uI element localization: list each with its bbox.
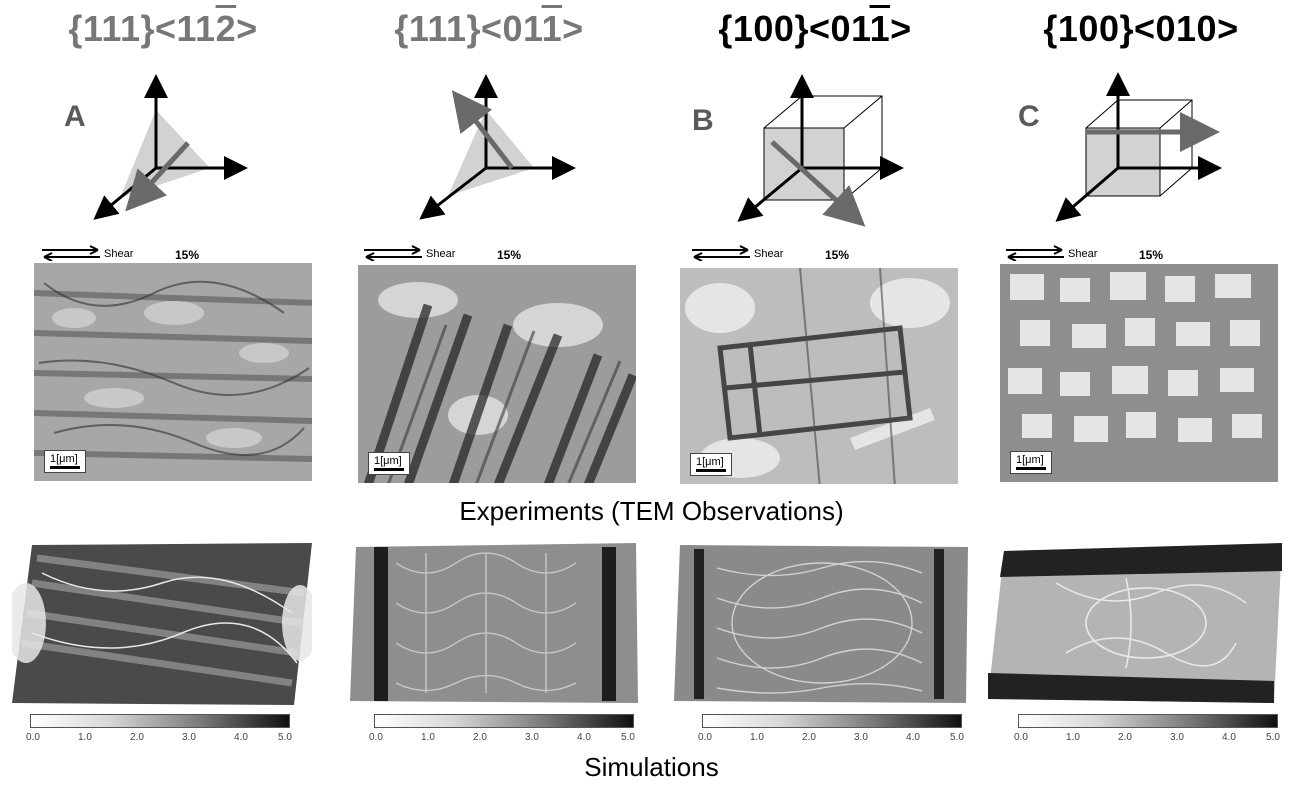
shear-arrows-icon: [42, 245, 100, 261]
panel-label: C: [1018, 100, 1040, 133]
scale-bar: 1[μm]: [1010, 451, 1052, 474]
colorbar: [374, 714, 634, 728]
shear-label: Shear: [1068, 248, 1098, 260]
simulation-map: [674, 545, 968, 703]
tick-label: 3.0: [525, 732, 539, 743]
tick-label: 0.0: [26, 732, 40, 743]
tem-texture: [34, 263, 312, 481]
orientation-title: {100}<011>: [718, 8, 912, 49]
tick-label: 0.0: [1014, 732, 1028, 743]
crystal-cube-diagram: [1055, 72, 1222, 222]
scale-bar: 1[μm]: [368, 452, 410, 475]
tick-label: 1.0: [1066, 732, 1080, 743]
simulations-caption: Simulations: [584, 752, 719, 782]
tem-micrograph: 1[μm]: [358, 265, 636, 483]
panel-label: B: [692, 104, 714, 137]
strain-label: 15%: [497, 248, 522, 262]
shear-indicator: Shear 15%: [362, 245, 562, 265]
tick-label: 5.0: [1266, 732, 1280, 743]
shear-arrows-icon: [692, 245, 750, 261]
tem-texture: [358, 265, 636, 483]
tick-label: 4.0: [234, 732, 248, 743]
tem-texture: [1000, 264, 1278, 482]
tick-label: 2.0: [1118, 732, 1132, 743]
shear-label: Shear: [104, 248, 134, 260]
shear-indicator: Shear 15%: [40, 245, 240, 265]
tick-label: 5.0: [278, 732, 292, 743]
shear-label: Shear: [754, 248, 784, 260]
tick-label: 3.0: [182, 732, 196, 743]
tick-label: 1.0: [78, 732, 92, 743]
shear-arrows-icon: [364, 245, 422, 261]
tick-label: 5.0: [950, 732, 964, 743]
orientation-title: {100}<010>: [1043, 8, 1239, 49]
colorbar: [1018, 714, 1278, 728]
tem-texture: [680, 268, 958, 484]
orientation-title: {111}<112>: [68, 8, 258, 49]
tick-label: 0.0: [698, 732, 712, 743]
colorbar-ticks: 0.0 1.0 2.0 3.0 4.0 5.0: [26, 732, 296, 746]
shear-arrows-icon: [1006, 245, 1064, 261]
tick-label: 3.0: [1170, 732, 1184, 743]
tick-label: 4.0: [577, 732, 591, 743]
shear-indicator: Shear 15%: [1004, 245, 1204, 265]
tick-label: 0.0: [369, 732, 383, 743]
colorbar-ticks: 0.0 1.0 2.0 3.0 4.0 5.0: [1014, 732, 1284, 746]
tick-label: 1.0: [421, 732, 435, 743]
colorbar: [702, 714, 962, 728]
strain-label: 15%: [175, 248, 200, 262]
crystal-axes-diagram: [419, 74, 576, 220]
colorbar: [30, 714, 290, 728]
tick-label: 4.0: [1222, 732, 1236, 743]
scale-bar: 1[μm]: [44, 450, 86, 473]
tick-label: 2.0: [802, 732, 816, 743]
panel-label: A: [64, 100, 86, 133]
tick-label: 4.0: [906, 732, 920, 743]
tick-label: 3.0: [854, 732, 868, 743]
crystal-cube-diagram: [737, 74, 904, 227]
tick-label: 5.0: [621, 732, 635, 743]
tick-label: 2.0: [130, 732, 144, 743]
strain-label: 15%: [825, 248, 850, 262]
shear-indicator: Shear 15%: [690, 245, 890, 265]
crystal-axes-diagram: [93, 74, 248, 220]
colorbar-ticks: 0.0 1.0 2.0 3.0 4.0 5.0: [698, 732, 968, 746]
tem-micrograph: 1[μm]: [1000, 264, 1278, 482]
experiments-caption: Experiments (TEM Observations): [459, 496, 844, 526]
tem-micrograph: 1[μm]: [680, 268, 958, 484]
tick-label: 1.0: [750, 732, 764, 743]
simulation-map: [12, 543, 312, 705]
scale-bar: 1[μm]: [690, 453, 732, 476]
column-100-011: {100}<011> B Shear 15% 1[μm]: [652, 0, 978, 789]
column-100-010: {100}<010> C Shear 15% 1[μm]: [978, 0, 1303, 789]
simulation-map: [350, 543, 638, 703]
shear-label: Shear: [426, 248, 456, 260]
tem-micrograph: 1[μm]: [34, 263, 312, 481]
column-111-112: {111}<112> A Shear 15% 1[μm] 0.0 1.0 2.0: [0, 0, 326, 789]
simulation-map: [988, 543, 1282, 703]
tick-label: 2.0: [473, 732, 487, 743]
strain-label: 15%: [1139, 248, 1164, 262]
orientation-title: {111}<011>: [394, 8, 584, 49]
colorbar-ticks: 0.0 1.0 2.0 3.0 4.0 5.0: [369, 732, 639, 746]
column-111-011: {111}<011> Shear 15% 1[μm] 0.0 1.0 2.0 3…: [326, 0, 652, 789]
